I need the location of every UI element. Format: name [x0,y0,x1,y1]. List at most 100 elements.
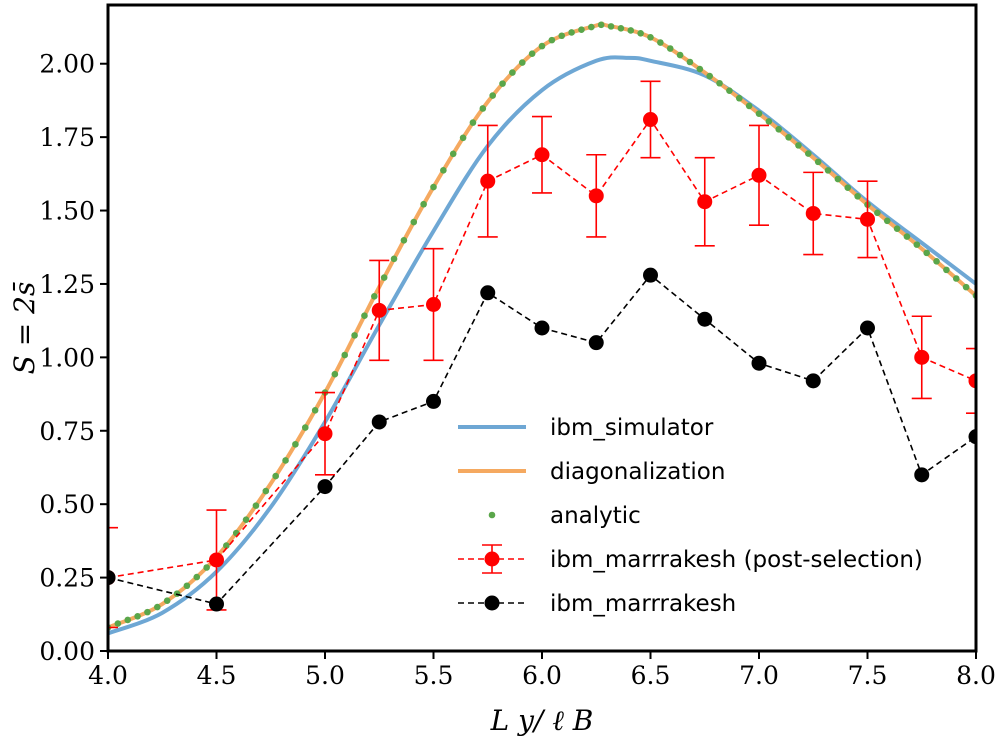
analytic-point [588,23,595,31]
analytic-point [292,440,299,448]
analytic-point [548,36,556,44]
data-point [588,188,604,204]
data-point [209,552,224,568]
data-point [209,596,224,612]
analytic-point [805,150,812,157]
plot-area [108,21,976,636]
analytic-point [883,217,891,225]
legend-label: analytic [550,503,641,529]
x-tick-label: 7.5 [848,661,888,690]
legend-label: ibm_marrrakesh (post-selection) [550,547,923,573]
analytic-point [844,184,852,191]
legend-item: diagonalization [458,459,725,485]
analytic-point [223,542,230,549]
analytic-point [154,603,161,611]
analytic-point [272,472,279,480]
data-point [860,320,875,336]
legend-item: ibm_marrrakesh [458,591,736,617]
data-point [751,355,767,371]
data-point [317,479,333,495]
analytic-point [449,150,457,158]
analytic-point [469,119,477,126]
analytic-point [716,79,723,87]
data-point [426,297,441,313]
analytic-point [509,69,516,76]
legend-label: ibm_simulator [550,415,714,441]
analytic-point [834,175,842,183]
analytic-point [134,612,141,620]
analytic-point [390,255,398,263]
data-point [371,414,387,430]
analytic-point [607,23,615,30]
data-point [914,349,930,365]
analytic-point [647,34,654,41]
x-tick-label: 6.0 [522,661,562,690]
analytic-point [785,134,792,141]
analytic-point [282,457,289,464]
analytic-point [479,105,487,112]
legend-item: ibm_simulator [458,415,714,441]
analytic-point [518,59,526,66]
analytic-point [578,26,585,34]
y-tick-label: 1.75 [39,123,95,152]
analytic-point [814,158,822,166]
analytic-point [163,597,171,605]
analytic-point [528,50,536,58]
analytic-point [124,616,132,624]
analytic-point [933,258,940,265]
analytic-point [706,72,713,80]
analytic-point [489,92,496,99]
data-point [697,194,713,210]
analytic-point [459,134,467,142]
data-point [534,147,550,163]
analytic-point [410,218,418,226]
x-tick-label: 5.5 [414,661,454,690]
axis-ticks: 4.0 4.5 5.0 5.5 6.0 6.5 7.0 7.5 8.0 0.00 0.25 0.50 0… [39,50,996,690]
analytic-point [962,283,970,291]
analytic-point [262,487,270,495]
legend-item: ibm_marrrakesh (post-selection) [458,544,923,574]
analytic-point [538,42,546,50]
analytic-point [627,27,635,34]
legend-item: analytic [488,503,641,529]
analytic-point [824,167,832,174]
data-point [317,426,333,442]
x-tick-label: 5.0 [305,661,345,690]
analytic-point [361,312,368,319]
analytic-point [597,21,605,29]
analytic-point [499,80,506,87]
analytic-point [696,65,704,73]
data-point [697,311,713,327]
data-point [426,393,441,409]
analytic-point [637,29,644,37]
analytic-point [420,200,427,208]
analytic-point [380,274,388,281]
data-point [480,173,496,189]
legend-swatch [488,511,496,519]
analytic-point [666,45,674,52]
analytic-point [400,236,408,244]
data-point [805,373,821,389]
analytic-point [252,502,260,509]
y-tick-label: 1.50 [39,197,95,226]
analytic-point [903,233,911,240]
x-axis-label: L y/ ℓ B [490,704,594,737]
data-point [914,467,930,483]
analytic-point [242,516,250,523]
y-tick-label: 2.00 [39,50,95,79]
analytic-point [745,102,753,110]
series-line-ibm_simulator [108,55,976,636]
analytic-point [114,620,122,627]
analytic-point [686,58,694,66]
series-line-ibm_marrrakesh [108,274,976,605]
analytic-point [331,370,339,378]
analytic-point [351,332,358,339]
analytic-point [726,87,733,94]
data-point [643,267,658,283]
y-tick-label: 1.00 [39,343,95,372]
analytic-point [430,183,437,191]
y-tick-label: 0.50 [39,490,95,519]
data-point [805,205,821,221]
data-point [968,429,976,445]
series-line-ibm_marrrakesh (post-selection) [108,118,976,579]
